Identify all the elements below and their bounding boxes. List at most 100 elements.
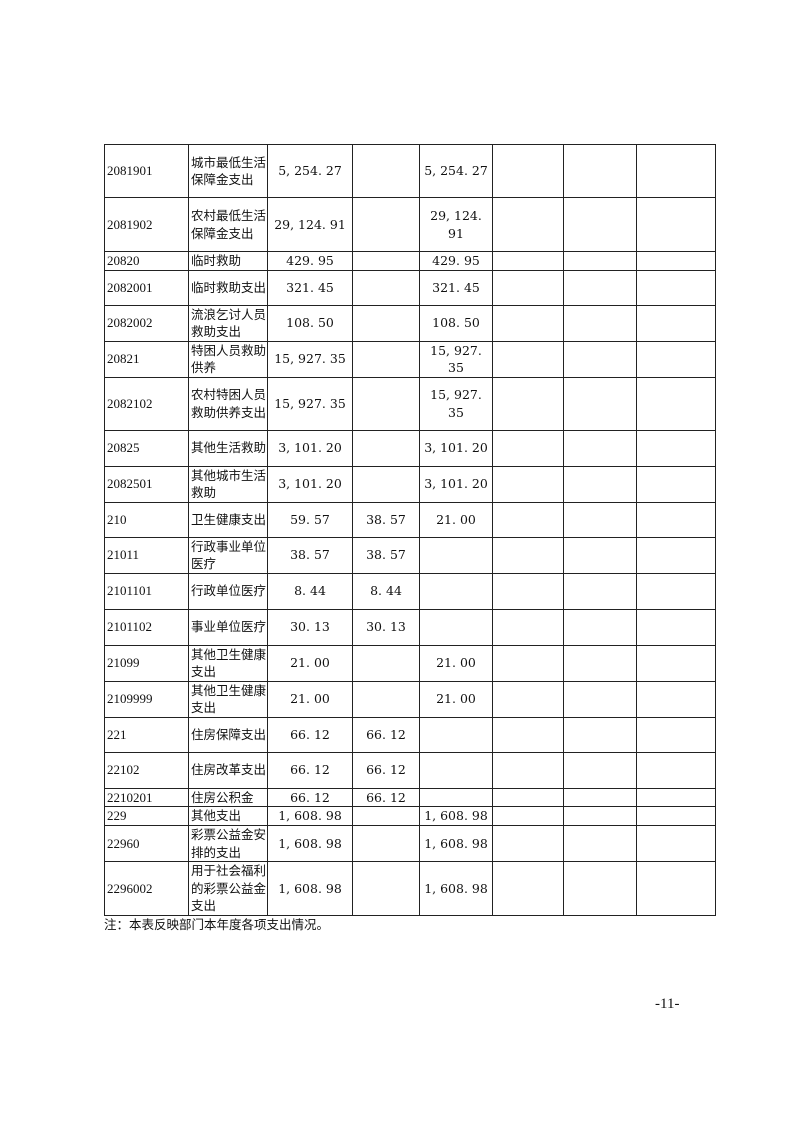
- cell-empty: [563, 716, 637, 753]
- cell-project: 1, 608. 98: [419, 861, 493, 916]
- cell-name: 其他卫生健康支出: [188, 644, 268, 682]
- table-row: 229 其他支出 1, 608. 98 1, 608. 98: [104, 806, 716, 826]
- cell-name: 卫生健康支出: [188, 501, 268, 538]
- cell-empty: [563, 304, 637, 342]
- cell-empty: [492, 304, 564, 342]
- cell-total: 1, 608. 98: [267, 825, 353, 862]
- cell-empty: [563, 861, 637, 916]
- cell-code: 210: [104, 501, 189, 538]
- cell-total: 8. 44: [267, 572, 353, 610]
- cell-basic: 66. 12: [352, 716, 420, 753]
- cell-code: 229: [104, 806, 189, 826]
- cell-basic: [352, 861, 420, 916]
- cell-total: 108. 50: [267, 304, 353, 342]
- cell-code: 2101102: [104, 608, 189, 646]
- table-row: 2109999 其他卫生健康支出 21. 00 21. 00: [104, 680, 716, 718]
- cell-name: 临时救助: [188, 251, 268, 271]
- cell-project: 321. 45: [419, 269, 493, 306]
- table-row: 2101101 行政单位医疗 8. 44 8. 44: [104, 572, 716, 610]
- cell-code: 20820: [104, 251, 189, 271]
- cell-empty: [492, 608, 564, 646]
- cell-name: 农村特困人员救助供养支出: [188, 376, 268, 431]
- cell-basic: [352, 825, 420, 862]
- table-row: 210 卫生健康支出 59. 57 38. 57 21. 00: [104, 501, 716, 538]
- cell-basic: 66. 12: [352, 787, 420, 807]
- page-number: -11-: [655, 996, 680, 1012]
- table-row: 20820 临时救助 429. 95 429. 95: [104, 251, 716, 271]
- cell-empty: [492, 251, 564, 271]
- cell-basic: [352, 465, 420, 503]
- cell-empty: [636, 304, 716, 342]
- expenditure-table: 2081901 城市最低生活保障金支出 5, 254. 27 5, 254. 27 20…: [104, 144, 716, 916]
- table-row: 2082001 临时救助支出 321. 45 321. 45: [104, 269, 716, 306]
- cell-project: 3, 101. 20: [419, 429, 493, 467]
- cell-code: 22960: [104, 825, 189, 862]
- cell-empty: [492, 644, 564, 682]
- cell-basic: [352, 340, 420, 378]
- cell-basic: [352, 304, 420, 342]
- table-row: 2081902 农村最低生活保障金支出 29, 124. 91 29, 124. 91: [104, 197, 716, 252]
- cell-empty: [492, 806, 564, 826]
- cell-empty: [492, 680, 564, 718]
- cell-empty: [636, 376, 716, 431]
- cell-code: 2081901: [104, 144, 189, 198]
- cell-total: 59. 57: [267, 501, 353, 538]
- cell-project: [419, 787, 493, 807]
- cell-project: 21. 00: [419, 680, 493, 718]
- cell-empty: [492, 861, 564, 916]
- cell-empty: [563, 787, 637, 807]
- cell-basic: [352, 806, 420, 826]
- table-row: 2210201 住房公积金 66. 12 66. 12: [104, 787, 716, 807]
- cell-code: 221: [104, 716, 189, 753]
- cell-empty: [636, 861, 716, 916]
- cell-empty: [563, 680, 637, 718]
- cell-empty: [492, 572, 564, 610]
- cell-total: 15, 927. 35: [267, 340, 353, 378]
- cell-basic: [352, 197, 420, 252]
- cell-project: 429. 95: [419, 251, 493, 271]
- table-row: 22960 彩票公益金安排的支出 1, 608. 98 1, 608. 98: [104, 825, 716, 862]
- cell-empty: [492, 376, 564, 431]
- cell-empty: [636, 144, 716, 198]
- table-row: 2081901 城市最低生活保障金支出 5, 254. 27 5, 254. 27: [104, 144, 716, 198]
- cell-basic: 30. 13: [352, 608, 420, 646]
- cell-empty: [492, 751, 564, 789]
- cell-total: 1, 608. 98: [267, 861, 353, 916]
- cell-project: [419, 536, 493, 574]
- cell-total: 15, 927. 35: [267, 376, 353, 431]
- cell-basic: [352, 644, 420, 682]
- cell-basic: 8. 44: [352, 572, 420, 610]
- cell-empty: [636, 251, 716, 271]
- table-row: 21099 其他卫生健康支出 21. 00 21. 00: [104, 644, 716, 682]
- cell-total: 66. 12: [267, 787, 353, 807]
- cell-empty: [563, 572, 637, 610]
- cell-empty: [636, 825, 716, 862]
- cell-empty: [636, 680, 716, 718]
- cell-empty: [563, 376, 637, 431]
- cell-empty: [563, 269, 637, 306]
- cell-code: 20821: [104, 340, 189, 378]
- cell-basic: [352, 144, 420, 198]
- cell-code: 22102: [104, 751, 189, 789]
- cell-empty: [563, 608, 637, 646]
- cell-name: 农村最低生活保障金支出: [188, 197, 268, 252]
- cell-name: 行政单位医疗: [188, 572, 268, 610]
- cell-code: 2296002: [104, 861, 189, 916]
- cell-name: 其他卫生健康支出: [188, 680, 268, 718]
- cell-empty: [492, 269, 564, 306]
- cell-total: 66. 12: [267, 751, 353, 789]
- cell-project: [419, 716, 493, 753]
- cell-name: 事业单位医疗: [188, 608, 268, 646]
- cell-total: 21. 00: [267, 644, 353, 682]
- cell-code: 2210201: [104, 787, 189, 807]
- cell-empty: [636, 269, 716, 306]
- cell-name: 住房改革支出: [188, 751, 268, 789]
- cell-total: 429. 95: [267, 251, 353, 271]
- cell-empty: [636, 536, 716, 574]
- cell-name: 住房公积金: [188, 787, 268, 807]
- cell-name: 特困人员救助供养: [188, 340, 268, 378]
- cell-name: 其他城市生活救助: [188, 465, 268, 503]
- table-row: 21011 行政事业单位医疗 38. 57 38. 57: [104, 536, 716, 574]
- cell-name: 彩票公益金安排的支出: [188, 825, 268, 862]
- cell-empty: [492, 501, 564, 538]
